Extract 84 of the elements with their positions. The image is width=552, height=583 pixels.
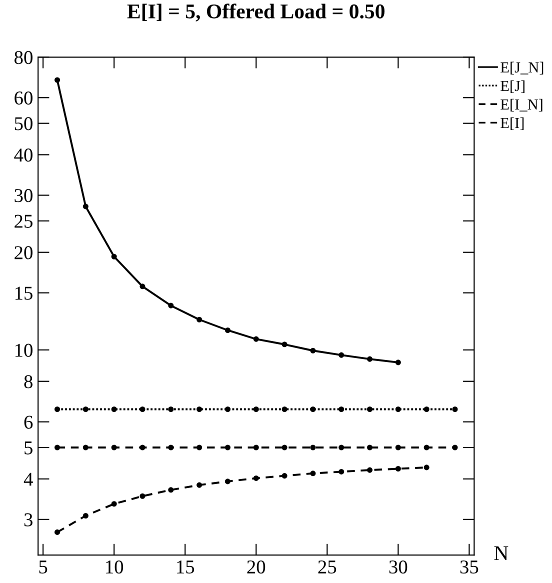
point [310,348,316,354]
y-tick-label: 10 [15,344,32,357]
point [338,444,344,450]
point [54,77,60,83]
y-tick-label: 5 [24,442,32,454]
point [282,473,288,479]
point [82,406,88,412]
point [111,406,117,412]
point [168,444,174,450]
y-tick-label: 30 [14,189,32,202]
point [424,406,430,412]
point [310,406,316,412]
x-axis-title: N [494,546,508,560]
point [253,336,259,342]
point [338,468,344,474]
legend-label: E[J_N] [500,62,544,74]
legend-label: E[I_N] [500,98,542,112]
point [224,327,230,334]
point [196,482,202,488]
point [338,352,344,358]
point [224,478,230,484]
point [338,406,344,412]
x-tick-label: 35 [460,560,478,574]
point [168,487,174,493]
point [82,204,88,210]
point [54,406,60,412]
x-tick-label: 30 [389,560,408,574]
point [395,406,401,412]
point [196,316,202,322]
y-tick-label: 40 [14,148,32,162]
point [111,444,117,450]
chart-title: E[I] = 5, Offered Load = 0.50 [127,4,384,22]
point [366,356,373,362]
point [366,444,373,450]
x-tick-label: 15 [177,560,194,574]
legend-label: E[I] [500,117,524,130]
point [168,406,174,412]
point [282,444,288,450]
point [395,466,401,472]
point [253,406,259,412]
point [140,284,146,290]
point [282,342,288,348]
point [140,493,146,499]
point [424,444,430,450]
y-tick-label: 80 [14,50,32,64]
y-tick-label: 25 [14,214,32,228]
point [168,302,174,308]
point [82,444,88,450]
point [452,406,458,412]
y-tick-label: 50 [14,117,32,130]
x-tick-label: 10 [106,560,124,574]
point [224,444,230,450]
point [452,444,458,450]
point [395,444,401,450]
y-tick-label: 20 [14,246,32,260]
point [111,501,117,507]
point [366,467,373,473]
legend-label: E[J] [500,80,524,93]
point [111,254,117,260]
point [395,360,401,366]
point [366,406,373,412]
point [196,406,202,412]
x-tick-label: 20 [247,560,266,574]
point [253,475,259,481]
point [196,444,202,450]
point [140,444,146,450]
point [310,470,316,476]
point [54,444,60,450]
point [310,444,316,450]
y-tick-label: 3 [24,513,32,526]
point [82,512,88,519]
x-tick-label: 25 [318,560,336,574]
point [424,464,430,470]
point [140,406,146,412]
y-tick-label: 60 [14,91,32,105]
point [282,406,288,412]
y-tick-label: 8 [24,375,32,388]
y-tick-label: 4 [24,472,33,486]
x-tick-label: 5 [39,560,48,574]
point [54,529,60,535]
point [224,406,230,412]
point [253,444,259,450]
y-tick-label: 15 [15,286,32,300]
y-tick-label: 6 [24,416,33,429]
